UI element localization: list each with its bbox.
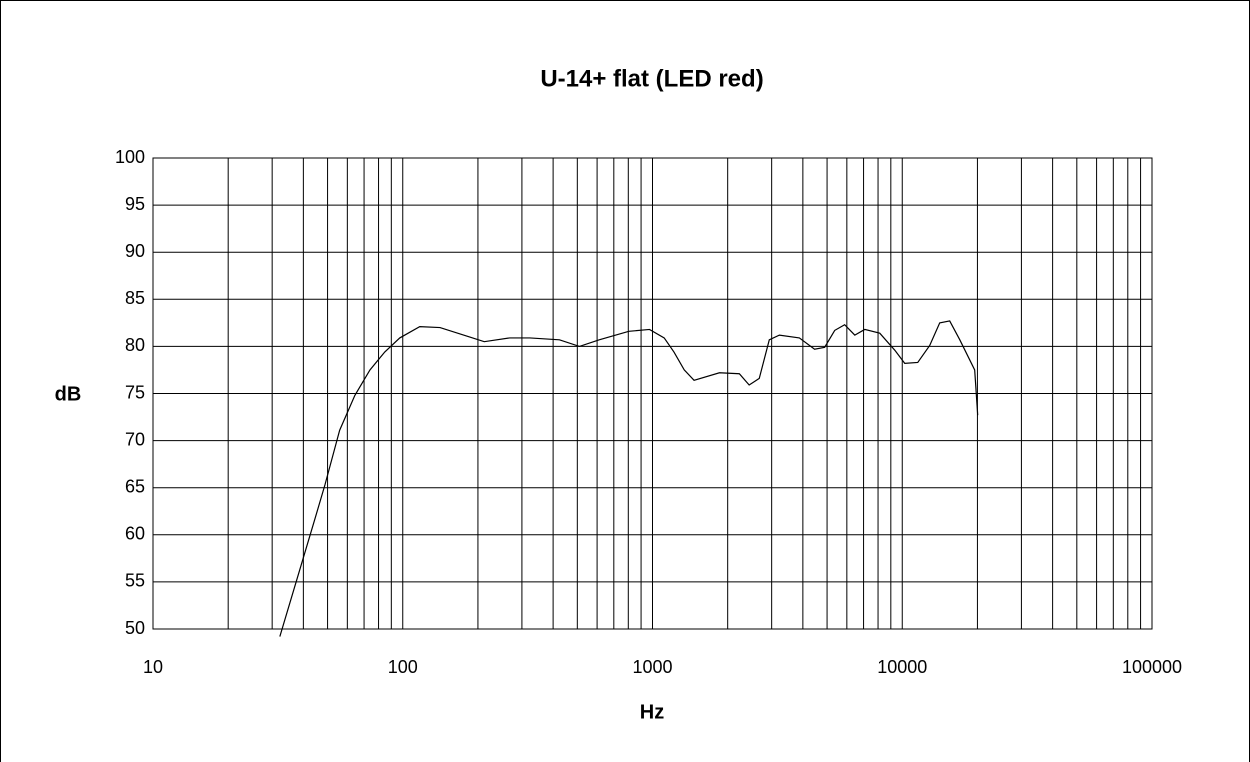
- y-tick-label: 85: [125, 288, 145, 308]
- y-axis-label: dB: [55, 383, 82, 405]
- y-tick-label: 65: [125, 476, 145, 496]
- line-series: [279, 320, 979, 637]
- x-tick-label: 10000: [877, 657, 927, 677]
- x-axis-label: Hz: [640, 701, 664, 723]
- y-tick-label: 90: [125, 241, 145, 261]
- y-tick-label: 100: [115, 147, 145, 167]
- y-tick-label: 60: [125, 524, 145, 544]
- x-tick-label: 10: [143, 657, 163, 677]
- y-tick-label: 95: [125, 194, 145, 214]
- chart-title: U-14+ flat (LED red): [540, 65, 763, 92]
- x-tick-label: 100: [388, 657, 418, 677]
- y-tick-label: 50: [125, 618, 145, 638]
- y-tick-label: 70: [125, 429, 145, 449]
- y-tick-label: 75: [125, 382, 145, 402]
- y-tick-label: 80: [125, 335, 145, 355]
- x-tick-label: 1000: [632, 657, 672, 677]
- y-tick-label: 55: [125, 571, 145, 591]
- x-tick-label: 100000: [1122, 657, 1182, 677]
